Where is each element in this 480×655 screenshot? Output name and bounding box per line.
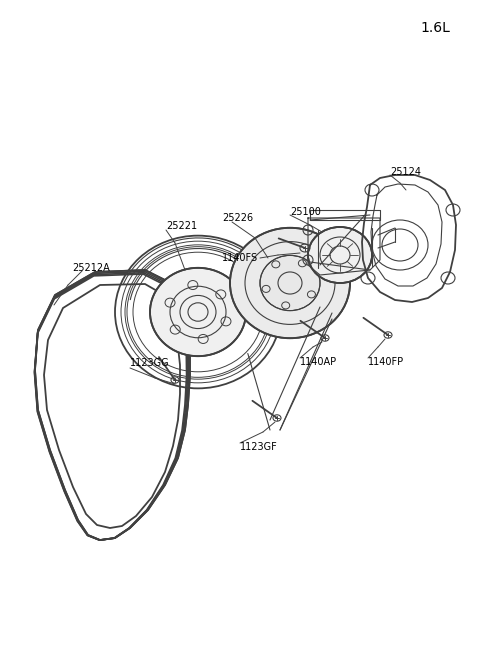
Text: 1123GF: 1123GF: [240, 442, 278, 452]
Text: 1140FS: 1140FS: [222, 253, 258, 263]
Text: 1140AP: 1140AP: [300, 357, 337, 367]
Text: 1.6L: 1.6L: [420, 21, 450, 35]
Text: 25221: 25221: [166, 221, 197, 231]
Text: 25226: 25226: [222, 213, 253, 223]
Ellipse shape: [150, 268, 246, 356]
Text: 1123GG: 1123GG: [130, 358, 169, 368]
Text: 25100: 25100: [290, 207, 321, 217]
Text: 1140FP: 1140FP: [368, 357, 404, 367]
Text: 25124: 25124: [390, 167, 421, 177]
Ellipse shape: [308, 227, 372, 283]
Ellipse shape: [230, 228, 350, 338]
Text: 25212A: 25212A: [72, 263, 110, 273]
Ellipse shape: [260, 255, 320, 310]
